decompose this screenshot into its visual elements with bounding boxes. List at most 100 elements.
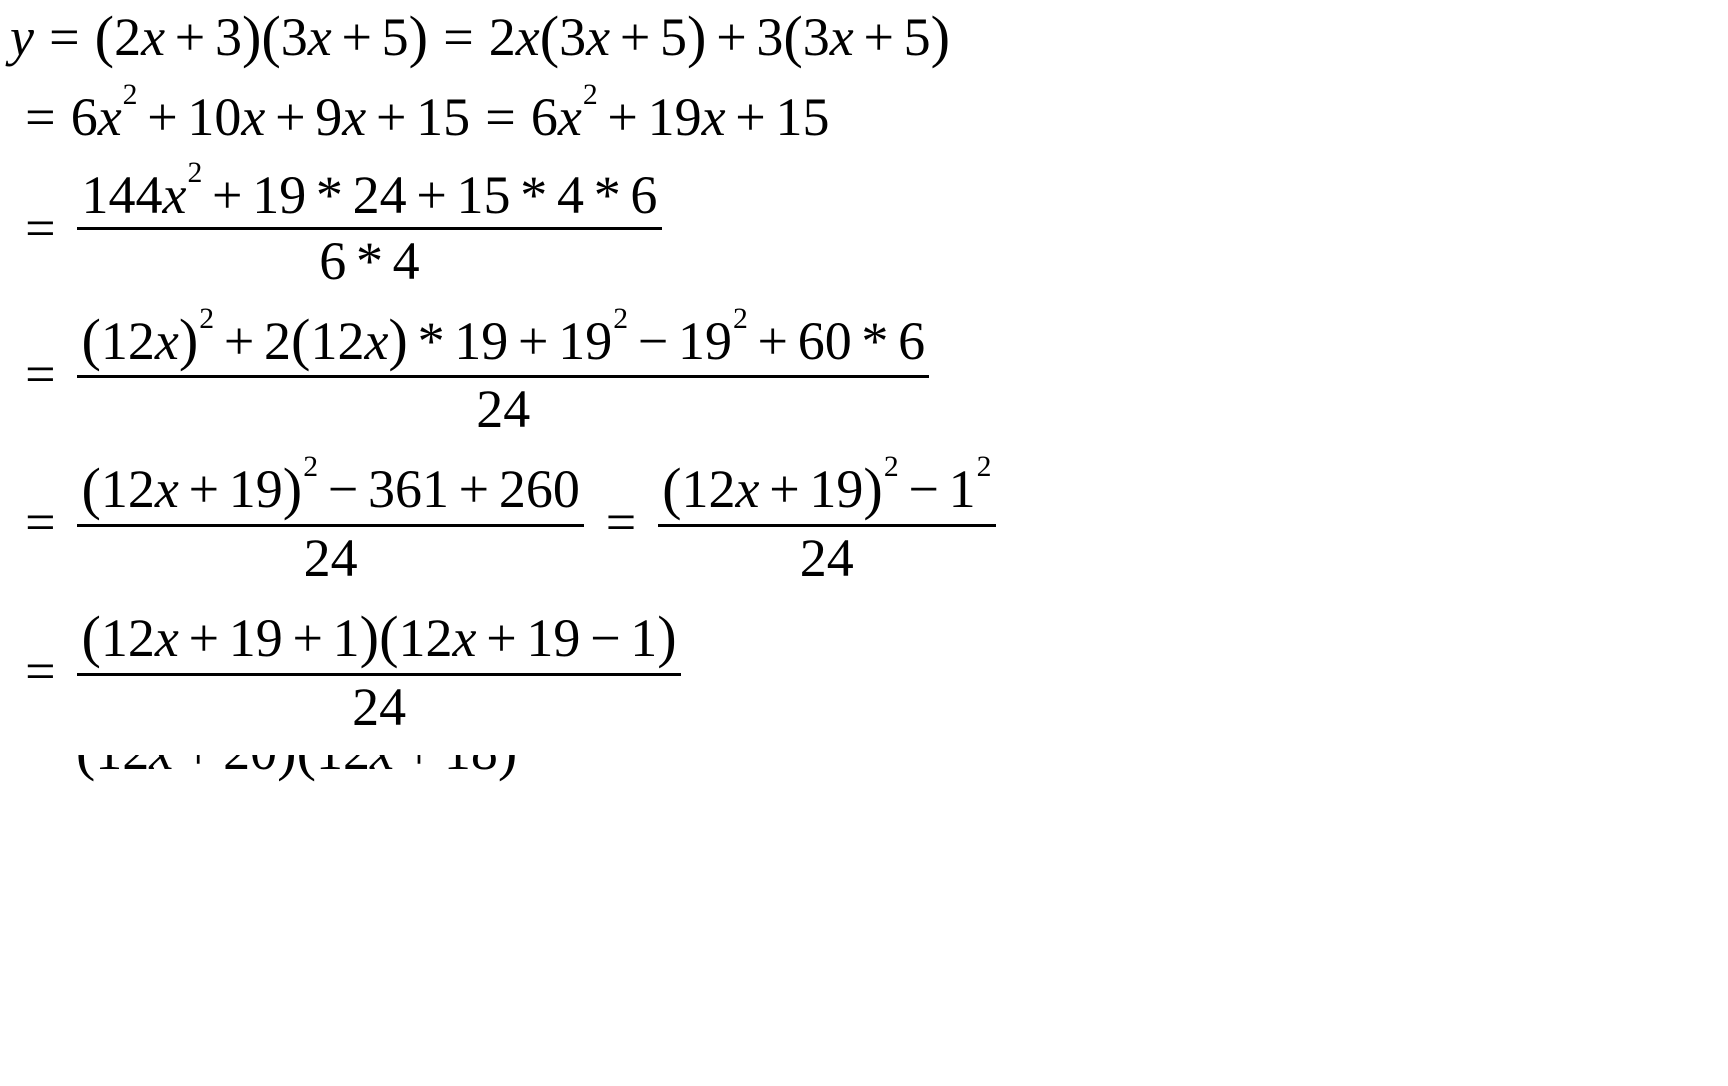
coef: 12 bbox=[316, 755, 370, 781]
rparen: ) bbox=[409, 5, 428, 69]
var-x: x bbox=[370, 755, 394, 781]
equation-line-2: = 6x2 + 10x + 9x + 15 = 6x2 + 19x + 15 bbox=[10, 88, 1718, 147]
equation-line-7-partial: ( 12x + 20 ) ( 12x + 18 ) bbox=[10, 755, 1718, 811]
minus: − bbox=[328, 460, 358, 519]
minus: − bbox=[638, 312, 668, 371]
coef: 2 bbox=[489, 8, 516, 67]
fraction: ( 12x + 20 ) ( 12x + 18 ) bbox=[16, 755, 521, 811]
fraction: ( 12x )2 + 2 ( 12x ) * 19 + 192 − 192 + … bbox=[77, 309, 929, 440]
exponent: 2 bbox=[187, 157, 202, 190]
const: 2 bbox=[264, 312, 291, 371]
coef: 3 bbox=[281, 8, 308, 67]
rparen: ) bbox=[242, 5, 261, 69]
plus: + bbox=[735, 88, 765, 147]
const: 5 bbox=[382, 8, 409, 67]
plus: + bbox=[175, 8, 205, 67]
lparen: ( bbox=[261, 5, 280, 69]
const: 60 bbox=[798, 312, 852, 371]
const: 1 bbox=[949, 460, 976, 519]
var-x: x bbox=[162, 166, 186, 225]
rparen: ) bbox=[360, 605, 379, 669]
const: 6 bbox=[630, 166, 657, 225]
plus: + bbox=[863, 8, 893, 67]
const: 15 bbox=[457, 166, 511, 225]
denominator: 24 bbox=[299, 527, 362, 588]
equals: = bbox=[25, 493, 55, 552]
var-x: x bbox=[558, 88, 582, 147]
equation-line-1: y = ( 2x + 3 ) ( 3x + 5 ) = 2x ( 3x + 5 … bbox=[10, 6, 1718, 70]
rparen: ) bbox=[283, 457, 302, 521]
const: 260 bbox=[499, 460, 580, 519]
plus: + bbox=[716, 8, 746, 67]
rparen: ) bbox=[179, 308, 198, 372]
numerator: ( 12x + 19 )2 − 12 bbox=[658, 458, 996, 527]
coef: 6 bbox=[71, 88, 98, 147]
rparen: ) bbox=[863, 457, 882, 521]
exponent: 2 bbox=[199, 303, 214, 336]
rparen: ) bbox=[687, 5, 706, 69]
lparen: ( bbox=[76, 755, 95, 782]
plus: + bbox=[518, 312, 548, 371]
var-x: x bbox=[308, 8, 332, 67]
const: 24 bbox=[353, 166, 407, 225]
denominator: 24 bbox=[348, 676, 411, 737]
plus: + bbox=[620, 8, 650, 67]
coef: 12 bbox=[310, 312, 364, 371]
equation-line-6: = ( 12x + 19 + 1 ) ( 12x + 19 − 1 ) 24 bbox=[10, 606, 1718, 737]
const: 6 bbox=[319, 232, 346, 291]
coef: 12 bbox=[682, 460, 736, 519]
equals: = bbox=[606, 493, 636, 552]
var-x: x bbox=[516, 8, 540, 67]
equation-line-4: = ( 12x )2 + 2 ( 12x ) * 19 + 192 − 192 … bbox=[10, 309, 1718, 440]
const: 24 bbox=[476, 380, 530, 439]
lparen: ( bbox=[81, 605, 100, 669]
coef: 3 bbox=[559, 8, 586, 67]
var-x: x bbox=[453, 609, 477, 668]
times: * bbox=[356, 232, 383, 291]
denominator: 24 bbox=[472, 378, 535, 439]
var-x: x bbox=[586, 8, 610, 67]
const: 5 bbox=[904, 8, 931, 67]
plus: + bbox=[459, 460, 489, 519]
const: 3 bbox=[215, 8, 242, 67]
equals: = bbox=[25, 88, 55, 147]
const: 19 bbox=[252, 166, 306, 225]
coef: 144 bbox=[81, 166, 162, 225]
lparen: ( bbox=[662, 457, 681, 521]
equals: = bbox=[25, 345, 55, 404]
const: 1 bbox=[333, 609, 360, 668]
equation-line-5: = ( 12x + 19 )2 − 361 + 260 24 = ( 12x + bbox=[10, 458, 1718, 589]
plus: + bbox=[769, 460, 799, 519]
var-x: x bbox=[364, 312, 388, 371]
const: 15 bbox=[775, 88, 829, 147]
const: 24 bbox=[352, 678, 406, 737]
lparen: ( bbox=[297, 755, 316, 782]
plus: + bbox=[212, 166, 242, 225]
var-x: x bbox=[141, 8, 165, 67]
equals: = bbox=[25, 199, 55, 258]
coef: 9 bbox=[315, 88, 342, 147]
plus: + bbox=[376, 88, 406, 147]
numerator: ( 12x + 19 + 1 ) ( 12x + 19 − 1 ) bbox=[77, 606, 681, 675]
fraction: ( 12x + 19 )2 − 12 24 bbox=[658, 458, 996, 589]
var-x: x bbox=[342, 88, 366, 147]
var-x: x bbox=[830, 8, 854, 67]
numerator: 144x2 + 19 * 24 + 15 * 4 * 6 bbox=[77, 166, 662, 230]
numerator: ( 12x )2 + 2 ( 12x ) * 19 + 192 − 192 + … bbox=[77, 309, 929, 378]
plus: + bbox=[341, 8, 371, 67]
const: 18 bbox=[444, 755, 498, 781]
const: 19 bbox=[229, 609, 283, 668]
plus: + bbox=[183, 755, 213, 781]
plus: + bbox=[147, 88, 177, 147]
coef: 2 bbox=[114, 8, 141, 67]
plus: + bbox=[292, 609, 322, 668]
times: * bbox=[316, 166, 343, 225]
rparen: ) bbox=[277, 755, 296, 782]
exponent: 2 bbox=[613, 303, 628, 336]
var-x: x bbox=[241, 88, 265, 147]
var-x: x bbox=[736, 460, 760, 519]
equation-line-3: = 144x2 + 19 * 24 + 15 * 4 * 6 6 * 4 bbox=[10, 166, 1718, 292]
const: 19 bbox=[678, 312, 732, 371]
times: * bbox=[520, 166, 547, 225]
var-x: x bbox=[98, 88, 122, 147]
